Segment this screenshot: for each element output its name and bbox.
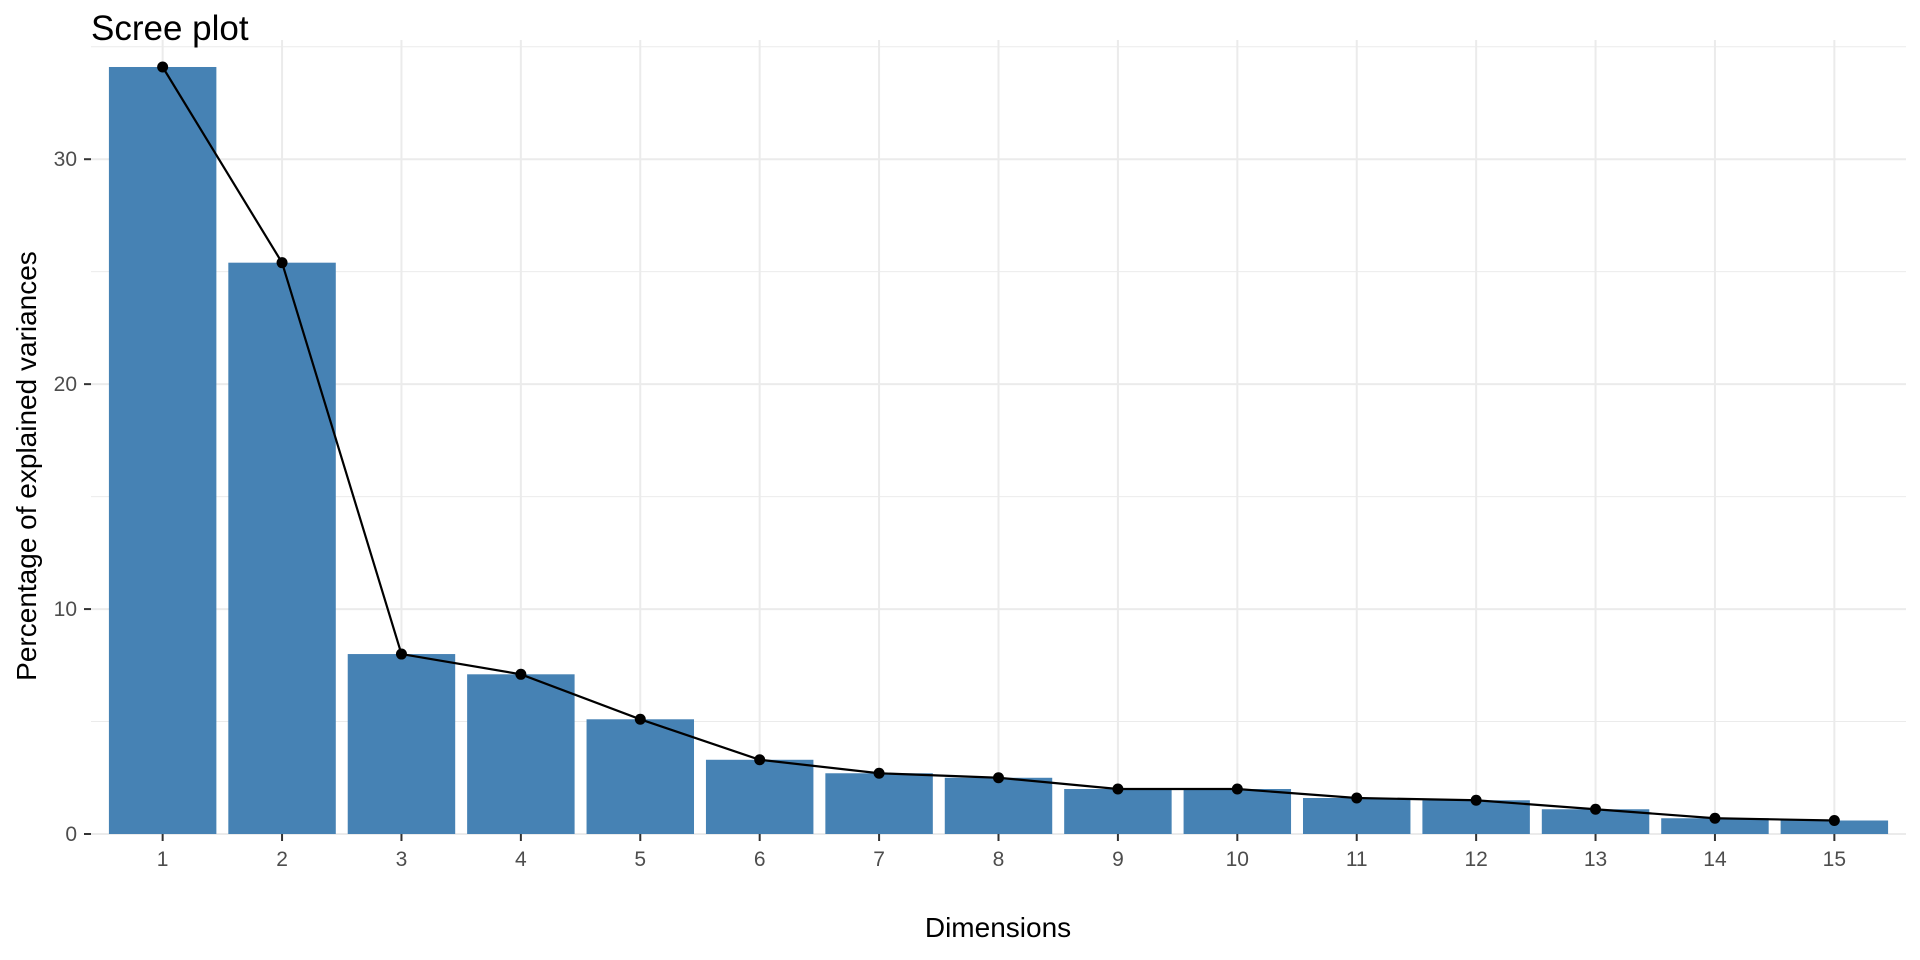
chart-title: Scree plot: [91, 9, 249, 48]
point-dim-4: [515, 668, 527, 680]
bar-dim-14: [1661, 818, 1769, 834]
scree-points: [157, 61, 1840, 827]
bar-dim-15: [1780, 820, 1889, 834]
bar-dim-4: [467, 674, 575, 834]
x-tick-label: 11: [1346, 848, 1368, 871]
x-tick-label: 10: [1226, 848, 1249, 871]
x-tick-label: 12: [1464, 848, 1487, 871]
point-dim-9: [1112, 783, 1124, 795]
x-tick-label: 13: [1584, 848, 1607, 871]
x-tick-label: 5: [634, 848, 646, 871]
x-tick-label: 14: [1703, 848, 1727, 871]
bar-dim-5: [586, 719, 695, 834]
bar-dim-10: [1183, 789, 1292, 834]
x-tick-label: 2: [276, 848, 288, 871]
point-dim-5: [634, 713, 646, 725]
point-dim-11: [1351, 792, 1363, 804]
y-tick-label: 0: [65, 823, 77, 846]
point-dim-12: [1470, 794, 1482, 806]
point-dim-13: [1590, 803, 1602, 815]
x-tick-label: 3: [396, 848, 408, 871]
y-tick-label: 10: [54, 598, 77, 621]
point-dim-7: [873, 767, 885, 779]
bar-dim-6: [705, 759, 814, 834]
bar-dim-11: [1302, 798, 1411, 834]
y-axis: 0 10 20 30: [54, 148, 91, 846]
x-axis: 1 2 3 4 5 6 7 8 9 10 11 12 13 14 15: [157, 834, 1846, 871]
y-tick-label: 30: [54, 148, 77, 171]
x-tick-label: 6: [754, 848, 766, 871]
point-dim-6: [754, 754, 766, 766]
point-dim-10: [1231, 783, 1243, 795]
point-dim-2: [276, 257, 288, 269]
x-tick-label: 4: [515, 848, 527, 871]
point-dim-15: [1828, 815, 1840, 827]
bars: [108, 66, 1889, 834]
bar-dim-9: [1064, 789, 1172, 834]
point-dim-3: [395, 648, 407, 660]
x-tick-label: 1: [157, 848, 169, 871]
x-tick-label: 8: [993, 848, 1005, 871]
bar-dim-3: [347, 654, 456, 834]
grid-lines: [91, 40, 1906, 835]
point-dim-14: [1709, 812, 1721, 824]
bar-dim-8: [944, 777, 1053, 834]
x-axis-title: Dimensions: [925, 912, 1071, 943]
bar-dim-7: [825, 773, 933, 834]
bar-dim-2: [228, 262, 336, 834]
bar-dim-1: [108, 66, 217, 834]
bar-dim-12: [1422, 800, 1530, 834]
y-axis-title: Percentage of explained variances: [11, 251, 42, 681]
x-tick-label: 7: [873, 848, 885, 871]
x-tick-label: 15: [1823, 848, 1846, 871]
y-tick-label: 20: [54, 373, 77, 396]
point-dim-8: [993, 772, 1004, 784]
x-tick-label: 9: [1112, 848, 1124, 871]
point-dim-1: [157, 61, 169, 73]
